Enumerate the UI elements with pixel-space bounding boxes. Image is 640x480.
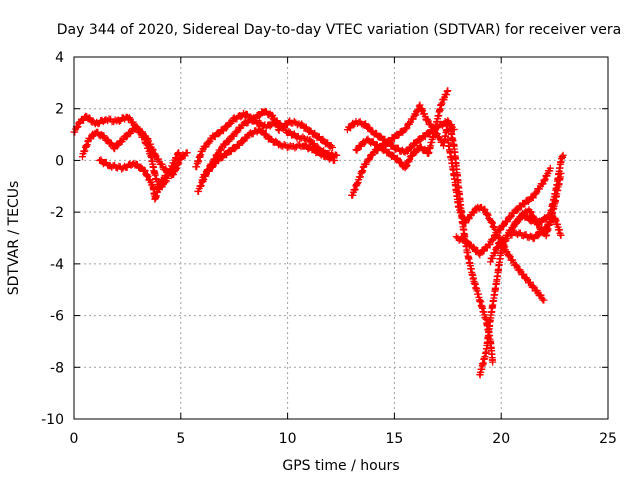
series-track-15 xyxy=(487,169,565,266)
x-axis: 0 5 10 15 20 25 xyxy=(70,57,617,447)
plot-frame xyxy=(73,56,609,420)
series-track-2 xyxy=(79,123,183,194)
x-tick-label: 15 xyxy=(385,431,403,447)
x-tick-label: 10 xyxy=(279,431,297,447)
chart-title: Day 344 of 2020, Sidereal Day-to-day VTE… xyxy=(57,22,621,38)
x-tick-label: 5 xyxy=(176,431,185,447)
x-tick-label: 25 xyxy=(599,431,617,447)
data-point-markers xyxy=(96,156,180,203)
data-point-markers xyxy=(352,87,452,172)
series-track-6 xyxy=(198,107,336,184)
y-tick-label: -10 xyxy=(41,412,64,428)
y-tick-label: -2 xyxy=(50,205,64,221)
series-track-12 xyxy=(452,164,554,259)
x-axis-label: GPS time / hours xyxy=(282,458,399,474)
y-tick-label: -8 xyxy=(50,360,64,376)
x-tick-label: 0 xyxy=(70,431,79,447)
x-tick-label: 20 xyxy=(492,431,510,447)
y-tick-label: -6 xyxy=(50,309,64,325)
y-tick-label: 0 xyxy=(55,153,64,169)
data-point-markers xyxy=(487,169,565,266)
data-series xyxy=(70,87,567,379)
y-axis-label: SDTVAR / TECUs xyxy=(6,181,22,296)
y-tick-label: 4 xyxy=(55,50,64,66)
series-track-9 xyxy=(352,87,452,172)
y-axis: -10 -8 -6 -4 -2 0 2 4 xyxy=(41,50,608,428)
data-point-markers xyxy=(79,123,183,194)
y-tick-label: 2 xyxy=(55,102,64,118)
data-point-markers xyxy=(452,164,554,259)
grid xyxy=(74,57,608,419)
y-tick-label: -4 xyxy=(50,257,64,273)
data-point-markers xyxy=(198,107,336,184)
series-track-3 xyxy=(96,156,180,203)
